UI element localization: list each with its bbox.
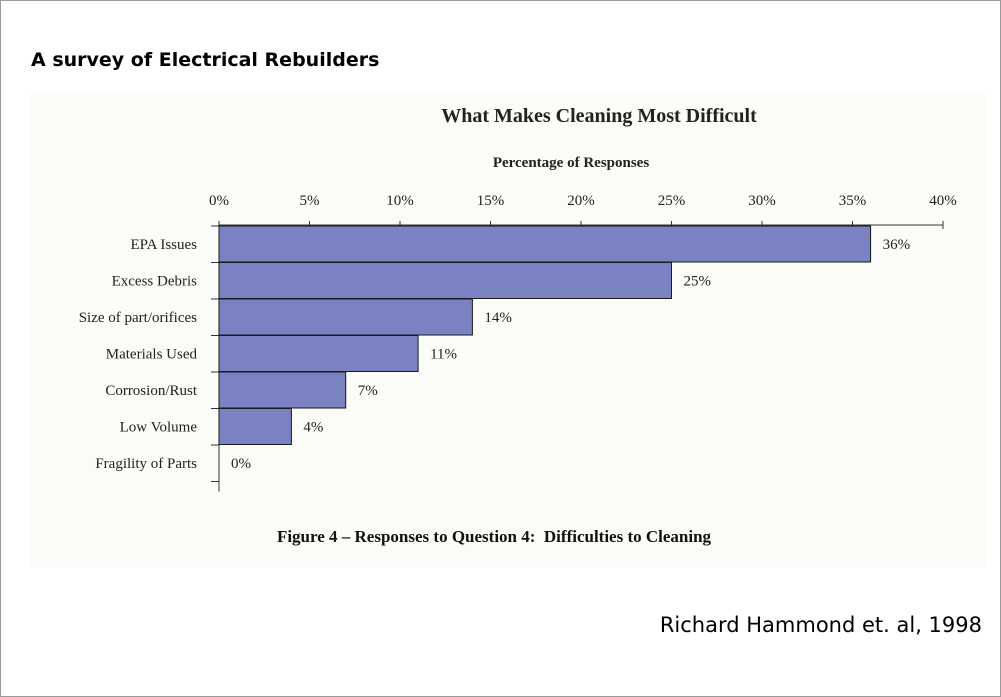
x-tick-label: 10% — [386, 193, 414, 209]
figure-caption: Figure 4 – Responses to Question 4: Diff… — [276, 527, 712, 546]
category-label: Size of part/orifices — [79, 310, 197, 326]
x-tick-label: 40% — [929, 193, 957, 209]
category-labels: EPA Issues Excess Debris Size of part/orif… — [79, 237, 198, 472]
figure-panel: What Makes Cleaning Most Difficult Perce… — [29, 93, 987, 568]
data-labels: 36% 25% 14% 11% 7% 4% 0% — [231, 237, 910, 472]
x-axis-label: Percentage of Responses — [493, 155, 650, 171]
bars — [218, 225, 872, 445]
category-label: Fragility of Parts — [95, 456, 197, 472]
bar-chart: What Makes Cleaning Most Difficult Perce… — [79, 105, 957, 492]
citation: Richard Hammond et. al, 1998 — [659, 613, 982, 637]
bar — [218, 262, 672, 299]
x-tick-label: 15% — [477, 193, 505, 209]
bar — [218, 298, 473, 336]
page-heading: A survey of Electrical Rebuilders — [31, 49, 380, 71]
data-label: 11% — [430, 347, 457, 363]
x-tick-label: 20% — [567, 193, 595, 209]
x-tick-label: 0% — [209, 193, 229, 209]
category-label: EPA Issues — [130, 237, 197, 253]
data-label: 25% — [684, 274, 712, 290]
data-label: 0% — [231, 456, 251, 472]
x-tick-label: 30% — [748, 193, 776, 209]
category-label: Excess Debris — [112, 274, 198, 290]
chart-title: What Makes Cleaning Most Difficult — [441, 105, 757, 127]
bar — [218, 371, 347, 409]
bar — [218, 225, 872, 263]
category-label: Low Volume — [120, 420, 198, 436]
category-label: Materials Used — [106, 347, 198, 363]
x-tick-label: 25% — [658, 193, 686, 209]
x-tick-label: 35% — [839, 193, 867, 209]
data-label: 36% — [883, 237, 911, 253]
bar — [218, 408, 292, 445]
category-label: Corrosion/Rust — [105, 383, 198, 399]
data-label: 14% — [484, 310, 512, 326]
bar — [218, 335, 419, 372]
x-tick-label: 5% — [300, 193, 320, 209]
data-label: 4% — [303, 420, 323, 436]
data-label: 7% — [358, 383, 378, 399]
x-axis: 0% 5% 10% 15% 20% 25% 30% 35% 40% — [209, 193, 957, 492]
